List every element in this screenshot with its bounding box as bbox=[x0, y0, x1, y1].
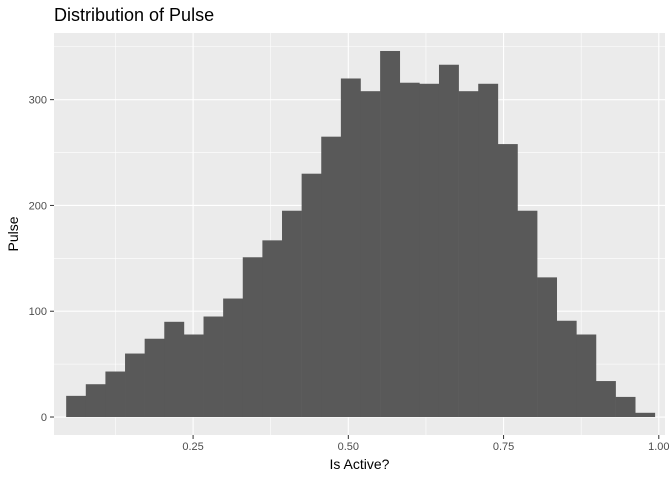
histogram-bar bbox=[125, 353, 145, 418]
y-axis: 0 100 200 300 bbox=[29, 95, 54, 424]
histogram-bar bbox=[164, 321, 185, 418]
x-tick-label: 1.00 bbox=[648, 441, 669, 453]
y-axis-title: Pulse bbox=[5, 216, 21, 251]
histogram-bar bbox=[301, 173, 322, 418]
x-axis: 0.25 0.50 0.75 1.00 bbox=[182, 435, 670, 453]
chart-title: Distribution of Pulse bbox=[54, 5, 214, 25]
histogram-bar bbox=[183, 334, 204, 418]
histogram-bar bbox=[615, 396, 636, 418]
histogram-bar bbox=[105, 371, 126, 418]
histogram-bar bbox=[223, 298, 244, 418]
histogram-bars bbox=[66, 50, 656, 418]
x-tick-label: 0.50 bbox=[338, 441, 359, 453]
histogram-bar bbox=[497, 144, 518, 418]
y-tick-label: 0 bbox=[41, 412, 47, 424]
histogram-bar bbox=[576, 334, 597, 418]
histogram-bar bbox=[380, 50, 401, 418]
histogram-bar bbox=[635, 412, 656, 418]
x-axis-title: Is Active? bbox=[330, 456, 390, 472]
histogram-bar bbox=[203, 316, 224, 418]
histogram-bar bbox=[399, 82, 420, 418]
histogram-bar bbox=[537, 277, 558, 418]
histogram-bar bbox=[144, 338, 165, 418]
histogram-bar bbox=[340, 78, 361, 418]
y-tick-label: 100 bbox=[29, 306, 47, 318]
histogram-bar bbox=[242, 257, 263, 418]
histogram-bar bbox=[321, 136, 342, 418]
y-tick-label: 300 bbox=[29, 95, 47, 107]
histogram-bar bbox=[438, 64, 459, 418]
histogram-bar bbox=[360, 91, 381, 418]
histogram-bar bbox=[556, 320, 577, 418]
y-tick-label: 200 bbox=[29, 200, 47, 212]
histogram-bar bbox=[517, 210, 538, 418]
histogram-bar bbox=[66, 395, 87, 418]
histogram-bar bbox=[282, 210, 302, 418]
histogram-bar bbox=[419, 83, 440, 418]
histogram-bar bbox=[595, 381, 616, 418]
histogram-bar bbox=[478, 83, 499, 418]
x-tick-label: 0.75 bbox=[493, 441, 514, 453]
histogram-bar bbox=[85, 384, 106, 418]
histogram-bar bbox=[458, 91, 479, 418]
x-tick-label: 0.25 bbox=[182, 441, 203, 453]
histogram-bar bbox=[262, 240, 283, 418]
